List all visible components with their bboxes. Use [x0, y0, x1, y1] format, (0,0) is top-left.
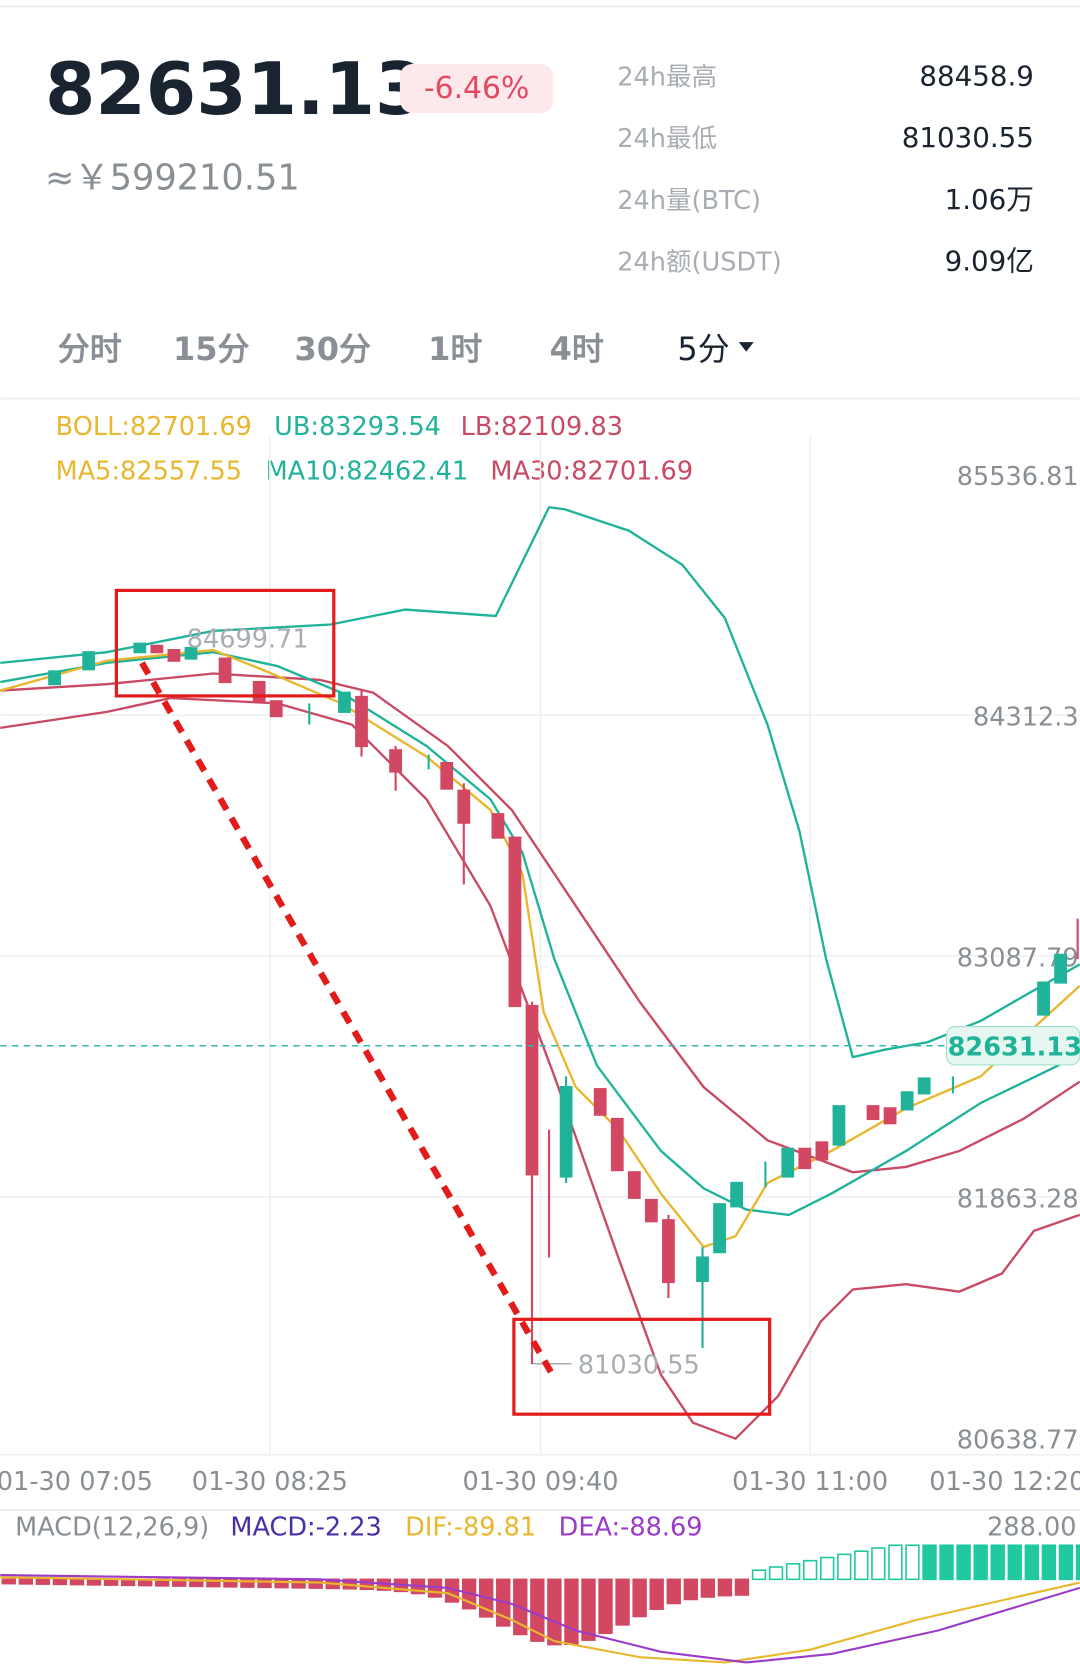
macd-bar — [768, 1566, 784, 1581]
timeframe-tab[interactable]: 4时 — [550, 330, 604, 368]
macd-bar — [1058, 1544, 1074, 1581]
macd-bar — [18, 1578, 33, 1585]
macd-histogram — [1, 1544, 1080, 1646]
macd-bar — [1075, 1544, 1080, 1581]
cny-price: ≈￥599210.51 — [45, 158, 300, 199]
price: 82631.13 — [45, 48, 425, 132]
stat-value: 81030.55 — [902, 121, 1034, 154]
macd-params: MACD(12,26,9) — [15, 1513, 209, 1543]
stat-label: 24h最低 — [617, 124, 717, 154]
macd-bar — [206, 1578, 221, 1588]
macd-bar — [223, 1578, 238, 1588]
macd-bar — [581, 1578, 596, 1641]
macd-bar — [666, 1578, 681, 1605]
macd-bar — [274, 1578, 289, 1589]
dif: DIF:-89.81 — [405, 1513, 536, 1543]
stat-value: 88458.9 — [919, 59, 1034, 92]
x-tick-label: 01-30 12:20 — [929, 1467, 1080, 1497]
macd-bar — [717, 1578, 733, 1597]
macd-bar — [649, 1578, 664, 1610]
indicator-lines — [0, 505, 1080, 1441]
macd-bar — [820, 1556, 835, 1581]
macd-bar — [103, 1578, 119, 1586]
y-tick-label: 80638.77 — [957, 1425, 1079, 1455]
x-tick-label: 01-30 08:25 — [192, 1467, 348, 1497]
macd-bar — [922, 1544, 937, 1581]
macd-bar — [683, 1578, 698, 1601]
y-tick-label: 84312.3 — [973, 703, 1079, 733]
macd-bar — [734, 1578, 750, 1596]
y-tick-label: 85536.81 — [957, 462, 1079, 492]
macd-bar — [1007, 1544, 1022, 1581]
stat-label: 24h量(BTC) — [617, 186, 761, 216]
macd-bar — [632, 1578, 647, 1618]
y-tick-label: 81863.28 — [957, 1184, 1079, 1214]
macd-bar — [359, 1578, 375, 1591]
macd-axis-top: 288.00 — [987, 1513, 1076, 1543]
macd-bar — [564, 1578, 579, 1646]
timeframe-tab[interactable]: 分时 — [58, 330, 122, 368]
ma10: MA10:82462.41 — [266, 457, 469, 487]
stat-label: 24h额(USDT) — [617, 248, 781, 278]
macd-bar — [956, 1544, 971, 1581]
dea: DEA:-88.69 — [559, 1513, 703, 1543]
macd-bar — [615, 1578, 630, 1626]
timeframe-tab[interactable]: 1时 — [428, 330, 482, 368]
macd-bar — [69, 1578, 85, 1586]
dropdown-arrow — [738, 342, 754, 352]
macd-bar — [598, 1578, 613, 1635]
low-label: 81030.55 — [578, 1350, 700, 1380]
x-tick-label: 01-30 07:05 — [0, 1467, 153, 1497]
change: -6.46% — [424, 71, 530, 106]
timeframe-tab[interactable]: 5分 — [677, 330, 729, 368]
ub: UB:83293.54 — [274, 412, 441, 442]
macd-bar — [785, 1563, 801, 1581]
timeframe-tab[interactable]: 30分 — [294, 330, 370, 368]
macd-bar — [888, 1544, 903, 1581]
boll: BOLL:82701.69 — [56, 412, 252, 442]
stat-value: 9.09亿 — [945, 245, 1034, 278]
candles — [48, 642, 1079, 1365]
macd-bar — [905, 1544, 920, 1581]
macd-bar — [990, 1544, 1005, 1581]
current-price: 82631.13 — [948, 1032, 1080, 1062]
macd-bar — [802, 1559, 818, 1581]
macd-bar — [1041, 1544, 1057, 1581]
macd-bar — [700, 1578, 716, 1598]
macd-bar — [973, 1544, 988, 1581]
macd-bar — [837, 1553, 852, 1581]
macd-bar — [86, 1578, 102, 1586]
macd-bar — [939, 1544, 954, 1581]
stat-label: 24h最高 — [617, 62, 717, 92]
macd-bar — [35, 1578, 51, 1585]
stat-value: 1.06万 — [945, 183, 1034, 216]
timeframe-tab[interactable]: 15分 — [173, 330, 249, 368]
high-label: 84699.71 — [187, 624, 309, 654]
macd-bar — [308, 1578, 323, 1589]
macd-bar — [854, 1550, 869, 1581]
ma5: MA5:82557.55 — [56, 457, 242, 487]
macd-bar — [1, 1578, 16, 1585]
macd-bar — [530, 1578, 545, 1642]
macd-bar — [52, 1578, 68, 1586]
annotations — [114, 588, 772, 1416]
macd-bar — [291, 1578, 306, 1589]
lb: LB:82109.83 — [461, 412, 623, 442]
macd-bar — [1024, 1544, 1040, 1581]
x-tick-label: 01-30 09:40 — [462, 1467, 618, 1497]
macd-bar — [871, 1547, 886, 1581]
x-tick-label: 01-30 11:00 — [732, 1467, 888, 1497]
macd-bar — [751, 1569, 767, 1581]
ma30: MA30:82701.69 — [490, 457, 693, 487]
macd-value: MACD:-2.23 — [230, 1513, 381, 1543]
macd-bar — [189, 1578, 204, 1588]
macd-bar — [547, 1578, 562, 1646]
